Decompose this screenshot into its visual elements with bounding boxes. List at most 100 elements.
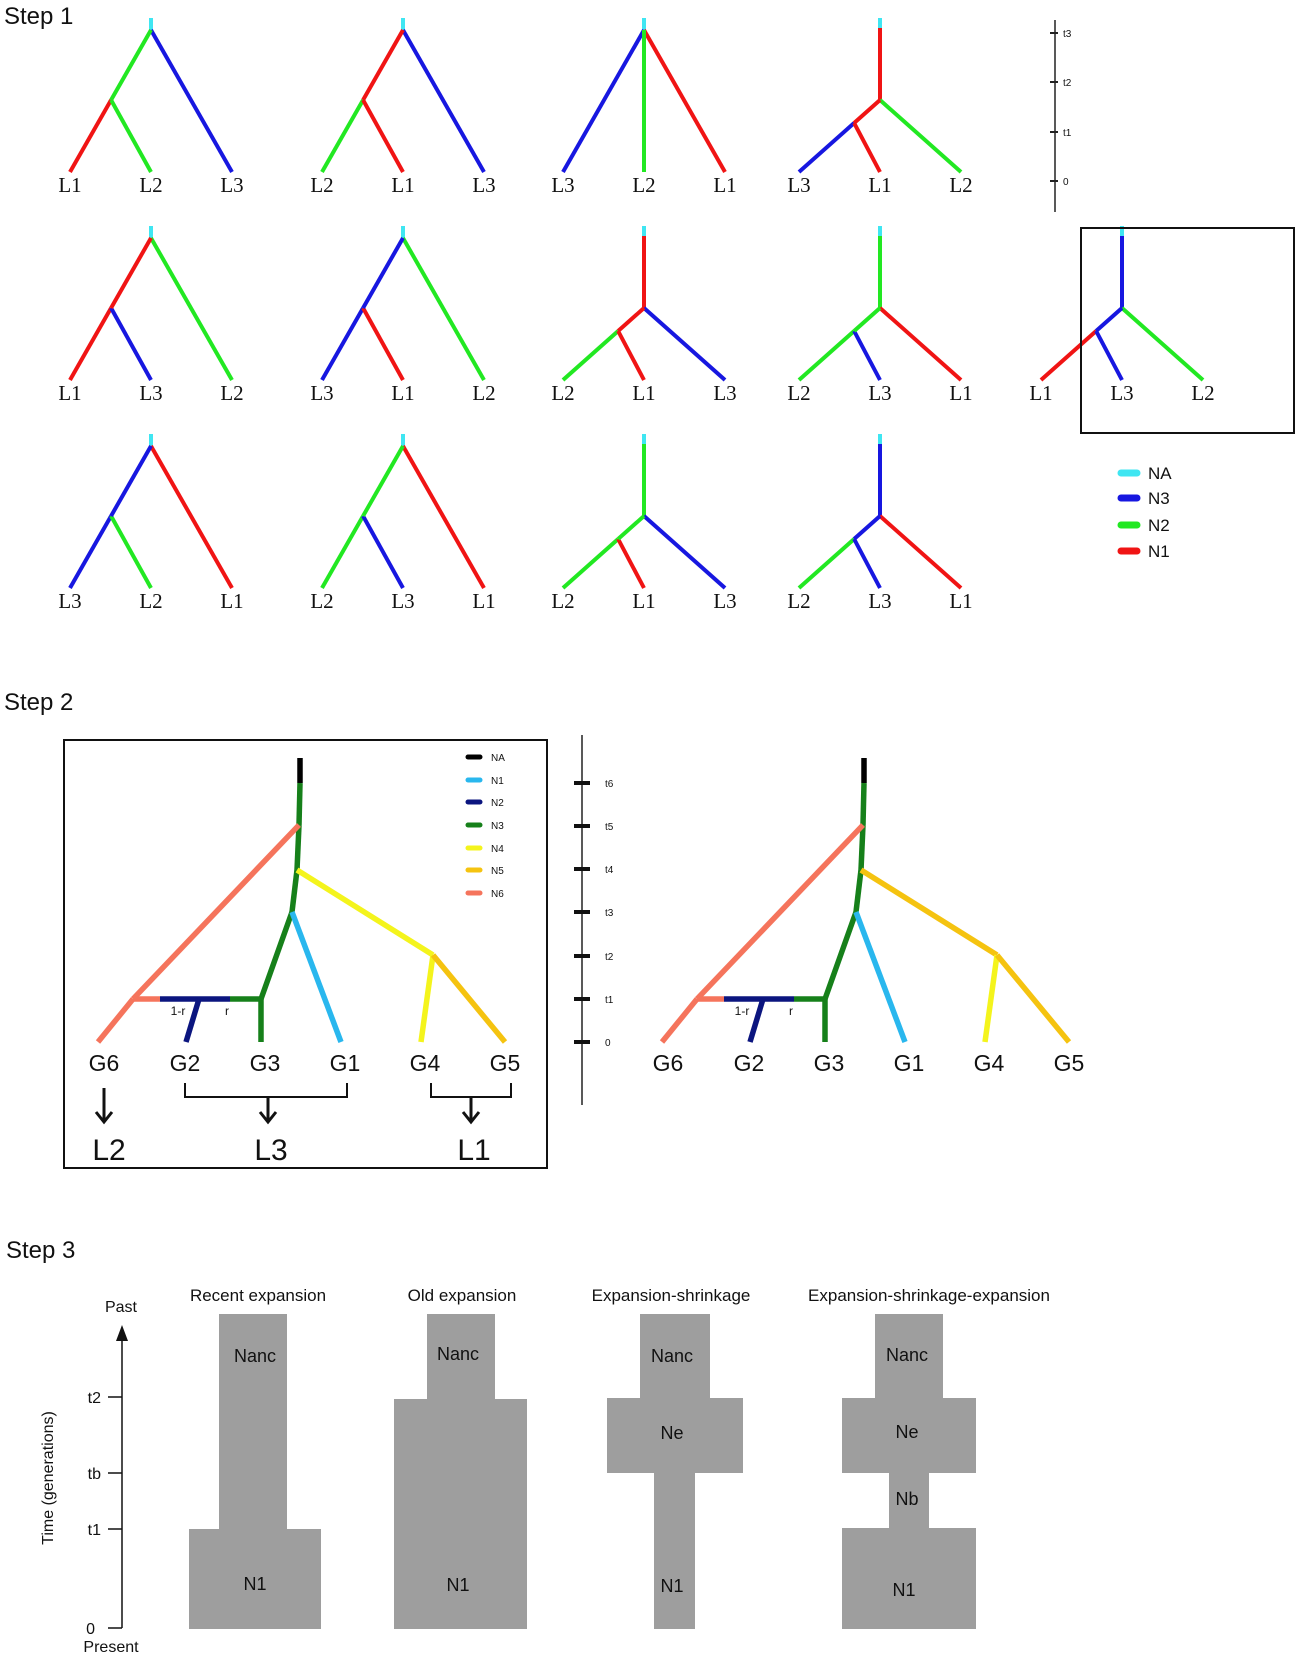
tree-13: L2 L3 L1 <box>787 434 973 613</box>
tree-4: L3 L1 L2 <box>787 18 973 197</box>
tree-10-internal <box>109 445 153 517</box>
m1-label-nanc: Nanc <box>234 1346 276 1366</box>
tree-9-branch-b <box>1094 330 1124 381</box>
step2-tree-2: 1-r r G6 G2 G3 G1 G4 G5 <box>653 758 1084 1076</box>
tree-13-leaf-label: L1 <box>949 589 972 613</box>
population-size-block <box>427 1314 495 1404</box>
n3-stem-2 <box>858 824 866 871</box>
tree-8-leaf-label: L2 <box>787 381 810 405</box>
tree-11-internal <box>361 445 405 517</box>
tree-3-leaf-label: L2 <box>632 173 655 197</box>
m4-label-nanc: Nanc <box>886 1345 928 1365</box>
tree-6-internal <box>361 237 405 309</box>
tree-6-branch-b <box>361 307 405 381</box>
population-size-block <box>607 1398 743 1473</box>
tree-12-leaf-label: L1 <box>632 589 655 613</box>
genome-label: G6 <box>653 1050 684 1076</box>
s2-tick-t6: t6 <box>605 779 614 790</box>
legend2-label-n5: N5 <box>491 866 504 877</box>
tree-13-branch-b <box>852 538 882 589</box>
tree-2-branch-c <box>401 29 486 173</box>
population-size-block <box>842 1398 976 1473</box>
n3-branch <box>822 911 859 1000</box>
genome-label: G2 <box>734 1050 765 1076</box>
step3-time-axis: Past Present t2 tb t1 0 Time (generation… <box>40 1299 139 1656</box>
axis-tick-tb: tb <box>88 1466 101 1483</box>
admix-label: 1-r <box>735 1004 750 1018</box>
tree-7-branch-a <box>561 329 620 382</box>
tree-4-leaf-label: L3 <box>787 173 810 197</box>
m2-label-n1: N1 <box>446 1575 469 1595</box>
tree-4-leaf-label: L1 <box>868 173 891 197</box>
admix-label: r <box>789 1004 793 1018</box>
tree-7-internal <box>616 306 646 333</box>
model-4-blocks <box>842 1314 976 1629</box>
population-size-block <box>875 1314 943 1404</box>
axis-past-label: Past <box>105 1299 138 1316</box>
s2-tick-t2: t2 <box>605 952 614 963</box>
tree-5: L1 L3 L2 <box>58 226 244 405</box>
legend-label-n2: N2 <box>1148 516 1170 535</box>
tree-5-branch-c <box>149 237 234 381</box>
tree-2-internal <box>361 29 405 101</box>
tree-9-branch-a <box>1039 329 1098 382</box>
tree-2-leaf-label: L3 <box>472 173 495 197</box>
step2-legend: NA N1 N2 N3 N4 N5 N6 <box>465 753 505 900</box>
tree-8-leaf-label: L3 <box>868 381 891 405</box>
tree-5-branch-b <box>109 307 153 381</box>
n3-stem-3 <box>853 869 864 913</box>
tree-1-branch-c <box>149 29 234 173</box>
legend2-label-n3: N3 <box>491 821 504 832</box>
tree-8-branch-a <box>797 329 856 382</box>
n4-to-g4 <box>982 954 1000 1043</box>
tree-11-branch-b <box>361 515 405 589</box>
legend2-label-n6: N6 <box>491 889 504 900</box>
m3-label-nanc: Nanc <box>651 1346 693 1366</box>
population-size-block <box>219 1470 287 1540</box>
tree-4-branch-c <box>878 98 963 174</box>
n2-to-g2 <box>183 998 202 1043</box>
tree-12-branch-a <box>561 537 620 590</box>
step2-tree-1: 1-r r G6 G2 G3 G1 G4 G5 <box>89 758 521 1076</box>
tree-13-internal <box>852 514 882 541</box>
genome-label: G1 <box>330 1050 361 1076</box>
axis-time-title: Time (generations) <box>40 1411 57 1545</box>
m1-label-n1: N1 <box>243 1574 266 1594</box>
axis-tick-0: 0 <box>86 1621 95 1638</box>
group-label-l3: L3 <box>254 1134 287 1167</box>
n5-to-g5 <box>994 953 1072 1044</box>
population-size-block <box>654 1468 695 1629</box>
n3-stem-1 <box>296 782 303 826</box>
tree-10-branch-c <box>149 445 234 589</box>
tree-11-leaf-label: L1 <box>472 589 495 613</box>
tree-7-branch-c <box>642 306 727 382</box>
legend2-label-n2: N2 <box>491 798 504 809</box>
tree-13-branch-c <box>878 514 963 590</box>
s1-tick-0: 0 <box>1063 177 1069 188</box>
population-size-block <box>640 1314 710 1404</box>
genome-label: G4 <box>410 1050 441 1076</box>
tree-1-branch-a <box>68 99 113 173</box>
axis-tick-t2: t2 <box>88 1390 101 1407</box>
tree-3-leaf-label: L3 <box>551 173 574 197</box>
tree-12-branch-c <box>642 514 727 590</box>
step2-trees: 1-r r G6 G2 G3 G1 G4 G5 1-r r G6 G2 G3 G1 G4 G5 <box>89 758 1084 1076</box>
tree-8-branch-c <box>878 306 963 382</box>
genome-label: G5 <box>490 1050 521 1076</box>
tree-10-branch-b <box>109 515 153 589</box>
tree-6-branch-a <box>320 307 365 381</box>
axis-tick-t1: t1 <box>88 1522 101 1539</box>
genome-label: G6 <box>89 1050 120 1076</box>
n6-to-g6 <box>95 997 136 1044</box>
step-3-title: Step 3 <box>6 1237 75 1264</box>
tree-7-branch-b <box>616 330 646 381</box>
n4-branch <box>295 867 435 958</box>
legend-label-n1: N1 <box>1148 542 1170 561</box>
tree-13-leaf-label: L2 <box>787 589 810 613</box>
population-size-block <box>189 1529 321 1629</box>
n6-branch <box>695 823 865 1001</box>
axis-present-label: Present <box>83 1639 139 1656</box>
tree-12-leaf-label: L2 <box>551 589 574 613</box>
